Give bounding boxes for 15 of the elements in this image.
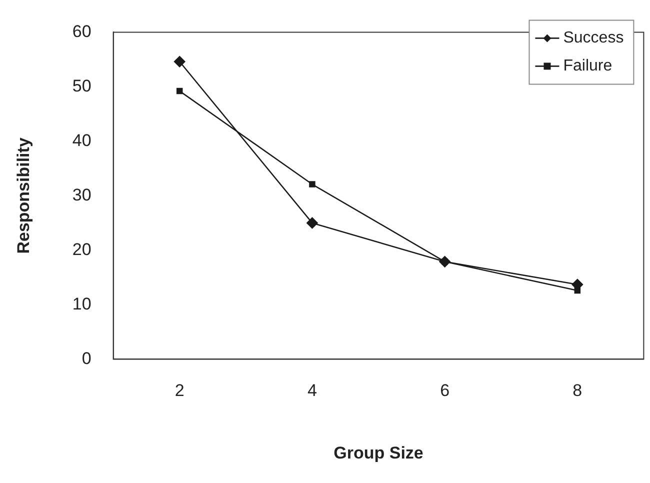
y-tick-label: 20 (72, 240, 92, 259)
x-tick-label: 8 (572, 381, 582, 400)
y-tick-label: 60 (72, 22, 92, 41)
y-tick-label: 10 (72, 294, 92, 314)
x-tick-label: 2 (174, 381, 184, 400)
x-tick-label: 6 (440, 381, 450, 400)
legend-label: Success (563, 30, 624, 47)
y-axis-title: Responsibility (14, 137, 33, 254)
x-axis-title: Group Size (334, 443, 424, 462)
y-tick-label: 40 (72, 130, 92, 150)
x-tick-label: 4 (307, 381, 317, 400)
y-tick-label: 50 (72, 76, 92, 96)
y-tick-label: 0 (82, 348, 92, 368)
y-tick-label: 30 (72, 185, 92, 204)
legend-label: Failure (563, 58, 612, 75)
